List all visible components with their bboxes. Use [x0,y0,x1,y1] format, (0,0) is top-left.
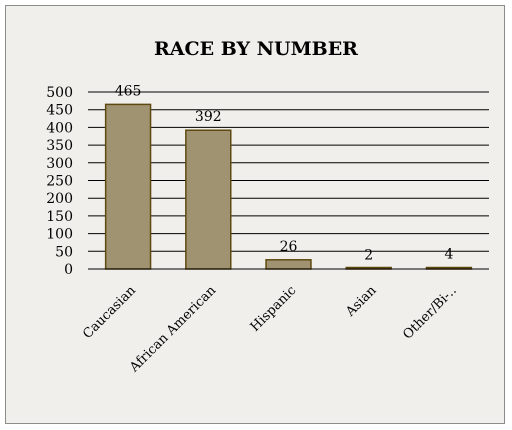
y-tick-label: 250 [46,174,73,190]
bar-caucasian [106,104,151,269]
data-label: 465 [115,83,142,99]
bar-african-american [186,130,231,269]
y-tick-label: 400 [46,120,73,136]
y-tick-label: 450 [46,103,73,119]
data-label: 26 [280,239,298,255]
y-tick-label: 150 [46,209,73,225]
y-tick-label: 0 [64,262,73,278]
x-category-label: Other/Bi-.. [400,283,459,342]
bar-hispanic [266,260,311,269]
x-category-label: Asian [343,283,380,320]
y-tick-label: 350 [46,138,73,154]
y-tick-label: 200 [46,191,73,207]
y-tick-label: 100 [46,227,73,243]
y-tick-label: 500 [46,85,73,101]
data-labels: 465 392 26 2 4 [115,83,454,263]
chart-title: RACE BY NUMBER [154,38,358,60]
y-tick-label: 50 [55,244,73,260]
x-category-label: Hispanic [248,283,300,335]
data-label: 4 [444,247,453,263]
y-tick-label: 300 [46,156,73,172]
x-category-label: Caucasian [80,283,139,342]
data-label: 2 [364,247,373,263]
x-category-label: African American [126,283,219,376]
data-label: 392 [195,109,222,125]
